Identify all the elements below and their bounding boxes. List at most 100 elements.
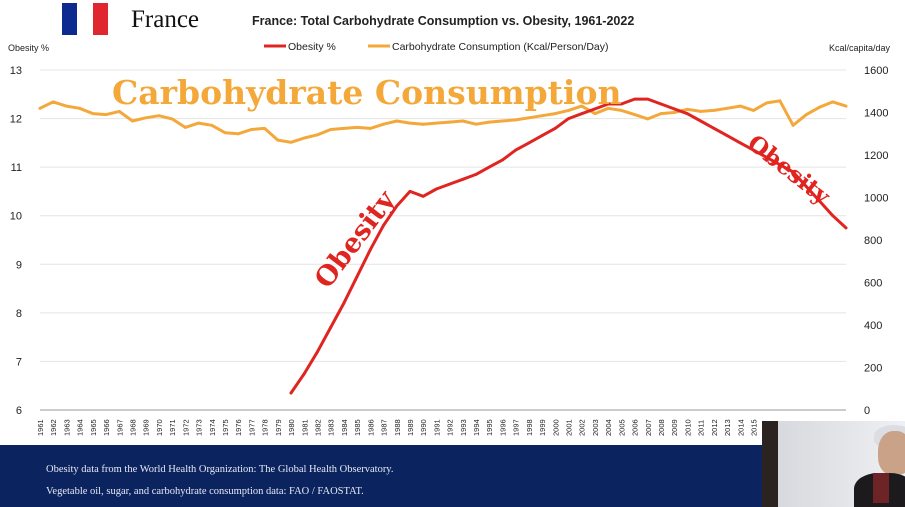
obesity-series-point xyxy=(567,117,570,120)
y-left-tick-label: 11 xyxy=(11,162,22,174)
obesity-series-point xyxy=(818,199,821,203)
x-tick-label: 1990 xyxy=(419,419,428,436)
carb-series-point xyxy=(250,128,253,131)
obesity-series-point xyxy=(553,126,557,130)
obesity-series-point xyxy=(501,158,504,162)
x-tick-label: 1971 xyxy=(168,419,177,436)
obesity-series-point xyxy=(408,190,412,193)
y-right-tick-label: 400 xyxy=(864,320,882,332)
x-tick-label: 1966 xyxy=(102,419,111,436)
carb-series-point xyxy=(276,138,280,142)
carb-series-point xyxy=(501,119,504,123)
flag-stripe-white xyxy=(77,3,93,35)
flag-stripe-blue xyxy=(62,3,78,35)
carb-series-point xyxy=(435,121,438,125)
carb-series-point xyxy=(738,104,742,108)
obesity-series-point xyxy=(778,163,782,167)
obesity-series-point xyxy=(646,97,650,101)
obesity-series-point xyxy=(699,119,703,123)
carb-series-point xyxy=(659,112,663,115)
x-tick-label: 1974 xyxy=(208,419,217,436)
carb-series-point xyxy=(514,118,518,122)
carb-series-point xyxy=(633,113,636,116)
y-right-label: Kcal/capita/day xyxy=(829,43,891,53)
x-tick-label: 2003 xyxy=(591,419,600,436)
x-tick-label: 2010 xyxy=(683,419,692,436)
carb-series-point xyxy=(91,112,95,115)
obesity-series-point xyxy=(395,204,399,208)
obesity-series-point xyxy=(765,156,769,159)
x-tick-label: 1963 xyxy=(62,419,71,436)
annotation-carb: Carbohydrate Consumption xyxy=(112,73,621,112)
obesity-series-point xyxy=(620,102,623,106)
x-tick-label: 1991 xyxy=(432,419,441,436)
carb-series-point xyxy=(316,133,319,137)
obesity-series-point xyxy=(580,112,584,116)
x-tick-label: 1961 xyxy=(36,419,45,436)
carb-series-point xyxy=(236,132,240,136)
carb-series-point xyxy=(131,119,134,123)
obesity-series-point xyxy=(355,275,359,278)
obesity-series-point xyxy=(633,97,636,101)
carb-series-point xyxy=(170,117,174,121)
x-tick-label: 2004 xyxy=(604,419,613,436)
x-tick-label: 1977 xyxy=(247,419,256,436)
carb-series-point xyxy=(567,109,570,112)
y-right-tick-label: 1200 xyxy=(864,150,888,162)
obesity-series-point xyxy=(474,173,478,176)
x-tick-label: 1984 xyxy=(340,419,349,436)
x-tick-label: 1976 xyxy=(234,419,243,436)
y-right-tick-label: 200 xyxy=(864,363,882,375)
chart: France: Total Carbohydrate Consumption v… xyxy=(8,14,891,436)
carb-series-point xyxy=(355,126,359,129)
carb-series-point xyxy=(765,101,769,105)
y-left-label: Obesity % xyxy=(8,43,49,53)
carb-series-point xyxy=(382,122,385,126)
obesity-series-point xyxy=(448,182,451,186)
y-left-tick-label: 6 xyxy=(16,405,22,417)
y-right-tick-label: 1400 xyxy=(864,108,888,120)
x-tick-label: 1986 xyxy=(366,419,375,436)
x-tick-label: 2001 xyxy=(565,419,574,436)
carb-series-point xyxy=(197,121,201,125)
x-tick-label: 1983 xyxy=(327,419,336,436)
x-tick-label: 1975 xyxy=(221,419,230,436)
carb-series-point xyxy=(408,121,412,125)
flag-stripe-red xyxy=(92,3,108,35)
x-tick-label: 1988 xyxy=(393,419,402,436)
carb-series-point xyxy=(223,131,227,135)
x-tick-label: 1992 xyxy=(446,419,455,436)
obesity-series-point xyxy=(752,148,755,152)
carb-series-point xyxy=(368,126,372,130)
x-tick-label: 1970 xyxy=(155,419,164,436)
carb-series-point xyxy=(289,140,293,144)
x-tick-label: 1998 xyxy=(525,419,534,436)
y-left-tick-label: 13 xyxy=(10,65,22,77)
carb-series-point xyxy=(778,99,782,103)
obesity-series-point xyxy=(421,194,425,198)
obesity-series-point xyxy=(844,226,848,230)
carb-series-point xyxy=(448,120,451,124)
x-tick-label: 1965 xyxy=(89,419,98,436)
carb-series-point xyxy=(474,122,478,126)
carb-series-point xyxy=(51,100,55,104)
carb-series-point xyxy=(752,109,755,112)
x-tick-label: 1979 xyxy=(274,419,283,436)
x-tick-label: 2000 xyxy=(551,419,560,436)
carb-series-point xyxy=(487,120,491,124)
y-right-tick-label: 800 xyxy=(864,235,882,247)
x-tick-label: 2012 xyxy=(710,419,719,436)
carb-series-point xyxy=(210,123,214,127)
carb-series-point xyxy=(104,113,108,116)
x-tick-label: 1978 xyxy=(261,419,270,436)
y-left-tick-label: 8 xyxy=(16,308,22,320)
carb-series-point xyxy=(672,111,676,114)
x-tick-label: 2007 xyxy=(644,419,653,436)
obesity-series-point xyxy=(461,177,465,181)
carb-series-point xyxy=(805,113,808,116)
carb-series-point xyxy=(699,110,703,113)
x-tick-label: 2015 xyxy=(750,419,759,436)
x-tick-label: 1967 xyxy=(115,419,124,436)
obesity-series-point xyxy=(316,350,319,354)
x-tick-label: 1993 xyxy=(459,419,468,436)
